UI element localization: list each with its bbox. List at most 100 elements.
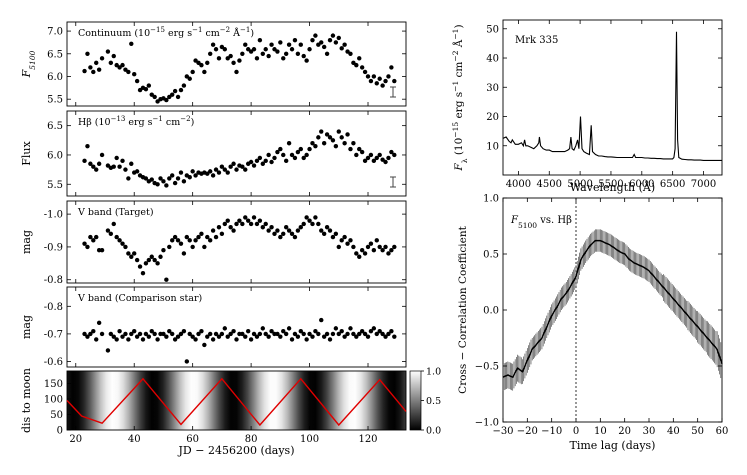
lightcurve-panel-1: 7.0 6.5 6.0 5.5 F5100 Continuum (10−15 erg s−… (20, 21, 407, 107)
data-point (281, 56, 286, 61)
data-point (251, 163, 257, 168)
data-point (292, 155, 298, 161)
data-point (321, 231, 327, 236)
data-point (392, 244, 397, 250)
data-point (152, 94, 157, 100)
data-point (120, 241, 125, 246)
data-point (359, 248, 365, 253)
data-point (205, 60, 210, 66)
y-tick-label: 40 (486, 54, 499, 65)
x-tick-label: 40 (667, 426, 680, 437)
panel-annotation: V band (Target) (77, 207, 154, 218)
data-point (313, 328, 318, 334)
data-point (371, 326, 377, 331)
data-point (137, 331, 143, 337)
data-point (120, 62, 125, 68)
data-point (324, 51, 330, 56)
data-point (243, 42, 248, 47)
data-point (213, 234, 219, 240)
data-point (94, 167, 99, 172)
data-point (389, 328, 394, 334)
data-point (205, 334, 210, 339)
data-point (257, 331, 263, 337)
data-point (88, 65, 93, 70)
y-tick-label: −1.0 (475, 418, 499, 429)
data-point (152, 257, 157, 263)
data-point (283, 51, 289, 56)
data-point (295, 51, 301, 56)
data-point (187, 238, 192, 243)
data-point (111, 221, 116, 227)
data-point (178, 87, 184, 93)
data-point (219, 231, 225, 236)
data-point (377, 152, 382, 158)
data-point (365, 155, 371, 161)
data-point (371, 248, 377, 253)
data-point (374, 155, 379, 161)
data-point (368, 241, 374, 246)
data-point (199, 231, 204, 236)
data-point (275, 149, 280, 155)
data-point (155, 182, 160, 187)
data-point (351, 244, 356, 250)
data-point (167, 328, 172, 334)
data-point (380, 248, 385, 253)
data-point (281, 152, 286, 158)
data-point (359, 65, 365, 70)
data-point (386, 74, 391, 79)
spectrum-title: Mrk 335 (515, 35, 558, 46)
x-tick-label: 7000 (691, 179, 716, 190)
data-point (292, 331, 298, 337)
data-point (380, 331, 385, 337)
data-point (210, 173, 216, 178)
data-point (105, 348, 111, 353)
data-point (126, 176, 131, 181)
colorbar (409, 370, 422, 431)
data-point (330, 138, 336, 143)
data-point (82, 68, 87, 74)
data-point (243, 215, 248, 220)
data-point (342, 42, 347, 47)
data-point (219, 164, 225, 169)
data-point (181, 83, 187, 88)
data-point (371, 158, 377, 164)
data-point (281, 231, 286, 236)
x-tick-label: −30 (492, 426, 513, 437)
x-tick-label: 10 (594, 426, 607, 437)
data-point (345, 241, 350, 246)
data-point (129, 254, 134, 259)
data-point (240, 221, 245, 227)
colorbar-tick-label: 0.0 (426, 426, 441, 437)
data-point (380, 83, 385, 88)
data-point (365, 244, 371, 250)
data-point (301, 155, 306, 161)
data-point (275, 49, 280, 54)
data-point (289, 337, 295, 342)
data-point (175, 176, 181, 181)
data-point (263, 221, 268, 227)
data-point (260, 225, 266, 230)
data-point (351, 331, 356, 337)
data-point (207, 238, 213, 243)
data-point (278, 40, 283, 45)
data-point (319, 129, 324, 134)
x-tick-label: 0 (573, 426, 579, 437)
data-point (365, 74, 371, 79)
y-tick-label: -0.8 (44, 275, 63, 286)
data-point (143, 331, 149, 337)
data-point (374, 331, 379, 337)
data-point (108, 231, 114, 236)
data-point (85, 334, 90, 339)
y-axis-label: F5100 (20, 50, 37, 78)
data-point (193, 337, 198, 342)
data-point (345, 331, 350, 337)
y-tick-label: 10 (486, 141, 499, 152)
colorbar-tick-label: 0.5 (426, 396, 441, 407)
data-point (304, 337, 309, 342)
data-point (316, 221, 321, 227)
data-point (310, 334, 315, 339)
data-point (336, 331, 341, 337)
data-point (210, 228, 216, 233)
data-point (117, 164, 122, 169)
